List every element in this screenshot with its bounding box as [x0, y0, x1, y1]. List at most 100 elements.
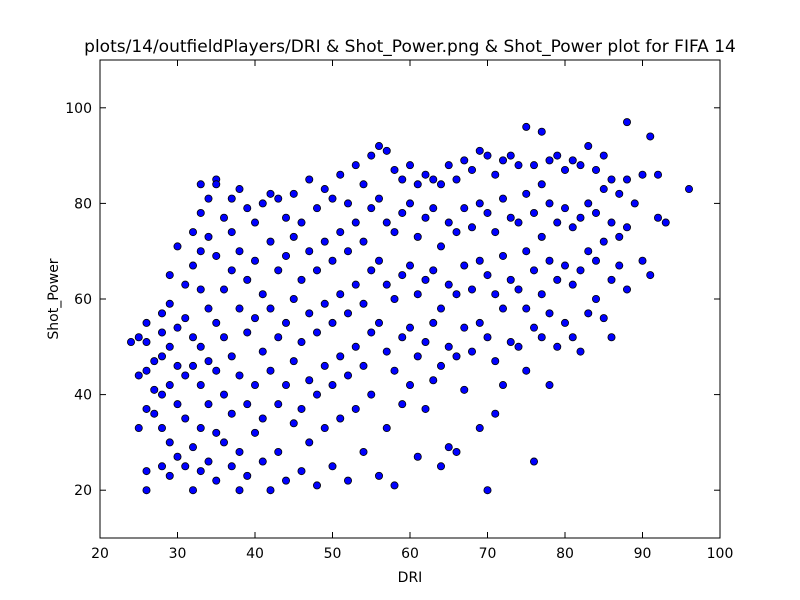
data-point-158 [359, 447, 368, 456]
data-point-97 [266, 366, 275, 375]
data-point-314 [623, 285, 632, 294]
data-point-9 [142, 486, 151, 495]
data-point-143 [336, 414, 345, 423]
data-point-78 [235, 486, 244, 495]
data-point-174 [390, 165, 399, 174]
data-point-23 [165, 438, 174, 447]
data-point-225 [467, 223, 476, 232]
data-point-262 [530, 208, 539, 217]
data-point-319 [646, 271, 655, 280]
data-point-65 [219, 390, 228, 399]
x-tick-label-60: 60 [401, 546, 419, 562]
data-point-8 [142, 467, 151, 476]
data-point-129 [320, 185, 329, 194]
data-point-146 [343, 309, 352, 318]
data-point-107 [281, 381, 290, 390]
data-point-96 [266, 304, 275, 313]
data-point-310 [615, 261, 624, 270]
data-point-68 [227, 228, 236, 237]
data-point-67 [227, 194, 236, 203]
data-point-159 [367, 151, 376, 160]
data-point-52 [204, 357, 213, 366]
data-point-304 [607, 175, 616, 184]
data-point-230 [475, 256, 484, 265]
data-point-301 [599, 185, 608, 194]
data-point-3 [134, 424, 143, 433]
data-point-118 [297, 467, 306, 476]
data-point-119 [305, 175, 314, 184]
y-tick-label-80: 80 [74, 196, 92, 212]
data-point-94 [266, 189, 275, 198]
data-point-210 [444, 218, 453, 227]
data-point-268 [537, 232, 546, 241]
data-point-142 [336, 352, 345, 361]
data-point-163 [367, 390, 376, 399]
data-point-39 [188, 443, 197, 452]
x-tick-label-90: 90 [634, 546, 652, 562]
data-point-123 [305, 438, 314, 447]
data-point-318 [646, 132, 655, 141]
data-point-147 [343, 371, 352, 380]
y-tick-label-60: 60 [74, 292, 92, 308]
data-point-311 [623, 118, 632, 127]
data-point-303 [599, 314, 608, 323]
data-point-2 [134, 371, 143, 380]
data-point-234 [483, 208, 492, 217]
data-point-0 [127, 338, 136, 347]
data-point-252 [514, 161, 523, 170]
data-point-222 [460, 323, 469, 332]
data-point-116 [297, 338, 306, 347]
data-point-29 [173, 452, 182, 461]
data-point-175 [390, 228, 399, 237]
y-tick-label-20: 20 [74, 483, 92, 499]
data-point-156 [359, 299, 368, 308]
data-point-110 [289, 232, 298, 241]
data-point-253 [514, 218, 523, 227]
data-point-178 [390, 481, 399, 490]
data-point-214 [452, 175, 461, 184]
data-point-200 [429, 204, 438, 213]
data-point-281 [561, 204, 570, 213]
plot-frame [99, 59, 721, 539]
data-point-24 [165, 471, 174, 480]
data-point-179 [398, 175, 407, 184]
data-point-161 [367, 266, 376, 275]
data-point-76 [235, 371, 244, 380]
data-point-231 [475, 318, 484, 327]
data-point-239 [491, 228, 500, 237]
data-point-282 [561, 261, 570, 270]
data-point-93 [258, 457, 267, 466]
data-point-12 [150, 409, 159, 418]
data-point-121 [305, 309, 314, 318]
data-point-49 [204, 194, 213, 203]
y-axis-label: Shot_Power [46, 258, 62, 339]
data-point-183 [398, 400, 407, 409]
data-point-99 [274, 194, 283, 203]
data-point-308 [615, 189, 624, 198]
data-point-323 [685, 185, 694, 194]
x-tick-label-40: 40 [246, 546, 264, 562]
data-point-216 [452, 290, 461, 299]
data-point-98 [266, 486, 275, 495]
data-point-199 [429, 175, 438, 184]
data-point-151 [351, 280, 360, 289]
data-point-250 [506, 275, 515, 284]
data-point-258 [522, 247, 531, 256]
data-point-246 [498, 304, 507, 313]
data-point-148 [343, 476, 352, 485]
data-point-168 [374, 471, 383, 480]
data-point-136 [328, 318, 337, 327]
data-point-133 [320, 424, 329, 433]
data-point-276 [553, 151, 562, 160]
data-point-10 [150, 357, 159, 366]
data-point-104 [281, 213, 290, 222]
data-point-322 [661, 218, 670, 227]
data-point-270 [537, 333, 546, 342]
data-point-130 [320, 237, 329, 246]
ticks-layer: 20 30 40 50 60 70 80 90 100 20 40 60 80 100 [65, 60, 733, 562]
data-point-294 [584, 247, 593, 256]
data-point-293 [584, 199, 593, 208]
data-point-19 [165, 271, 174, 280]
data-point-26 [173, 323, 182, 332]
